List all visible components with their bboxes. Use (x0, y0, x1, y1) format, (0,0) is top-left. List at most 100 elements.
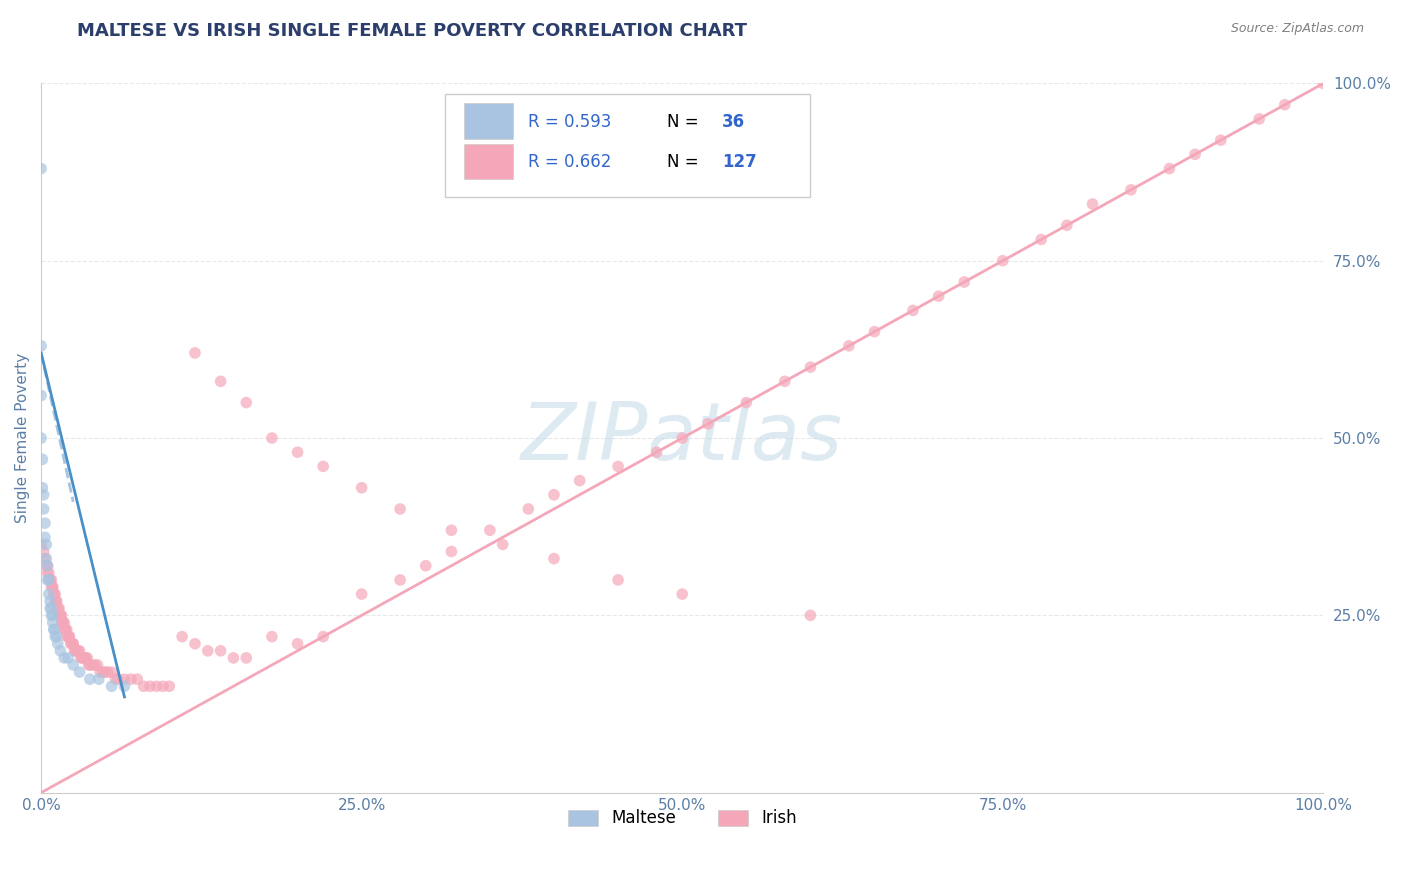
Point (91, 665, 114, 679)
Point (1249, 112, 1271, 126)
FancyBboxPatch shape (464, 144, 513, 179)
Point (312, 459, 335, 474)
Point (543, 488, 565, 502)
Point (671, 587, 693, 601)
Point (607, 459, 630, 474)
Point (60, 637, 83, 651)
Point (1209, 133, 1232, 147)
Point (44, 630, 66, 644)
Point (287, 445, 309, 459)
Point (79, 672, 101, 686)
Point (37, 558, 59, 573)
Point (87, 672, 110, 686)
Point (53, 615, 76, 630)
Point (63, 644, 86, 658)
Point (32, 488, 55, 502)
Point (67, 644, 90, 658)
Point (44, 587, 66, 601)
Point (184, 637, 207, 651)
Point (415, 558, 437, 573)
Point (235, 651, 257, 665)
Point (48, 608, 70, 623)
Point (59, 637, 82, 651)
Point (42, 623, 65, 637)
Point (49, 608, 72, 623)
Point (1184, 147, 1206, 161)
Point (37, 566, 59, 580)
Text: MALTESE VS IRISH SINGLE FEMALE POVERTY CORRELATION CHART: MALTESE VS IRISH SINGLE FEMALE POVERTY C… (77, 22, 748, 40)
Point (350, 587, 373, 601)
Point (30, 388, 52, 402)
Point (172, 630, 194, 644)
Point (139, 679, 162, 693)
Point (34, 516, 56, 530)
Point (32, 544, 55, 558)
Point (1119, 183, 1142, 197)
Point (799, 608, 821, 623)
Point (41, 580, 63, 594)
Point (55, 623, 77, 637)
Point (30, 161, 52, 176)
Point (45, 594, 67, 608)
Point (953, 275, 976, 289)
Point (52, 615, 75, 630)
Point (38, 587, 60, 601)
Point (53, 623, 76, 637)
Point (42, 587, 65, 601)
Text: ZIPatlas: ZIPatlas (522, 399, 844, 477)
Point (30, 431, 52, 445)
Text: Source: ZipAtlas.com: Source: ZipAtlas.com (1230, 22, 1364, 36)
Point (34, 530, 56, 544)
Point (197, 644, 219, 658)
Point (79, 658, 101, 673)
Point (114, 672, 136, 686)
Point (991, 253, 1014, 268)
Point (100, 679, 122, 693)
FancyBboxPatch shape (444, 94, 810, 197)
Point (41, 608, 63, 623)
Point (184, 346, 207, 360)
Point (735, 395, 758, 409)
Point (73, 651, 96, 665)
Point (69, 665, 91, 679)
Point (209, 644, 232, 658)
Point (84, 658, 107, 673)
Point (928, 289, 950, 303)
Point (58, 630, 80, 644)
Point (45, 630, 67, 644)
Point (72, 651, 94, 665)
Point (607, 573, 630, 587)
Point (114, 679, 136, 693)
Point (46, 601, 69, 615)
Point (39, 573, 62, 587)
Point (645, 445, 668, 459)
Point (55, 623, 77, 637)
Point (41, 615, 63, 630)
Point (543, 551, 565, 566)
Point (31, 481, 53, 495)
Point (44, 594, 66, 608)
Point (671, 431, 693, 445)
Point (37, 558, 59, 573)
Point (46, 601, 69, 615)
Point (86, 658, 108, 673)
Point (38, 573, 60, 587)
Point (48, 601, 70, 615)
Point (312, 630, 335, 644)
Point (838, 339, 860, 353)
Point (104, 672, 127, 686)
Point (65, 644, 87, 658)
Point (31, 452, 53, 467)
Point (30, 537, 52, 551)
Point (55, 630, 77, 644)
Point (70, 651, 93, 665)
Point (89, 665, 111, 679)
Point (49, 644, 72, 658)
Legend: Maltese, Irish: Maltese, Irish (561, 803, 803, 834)
Point (389, 502, 412, 516)
Point (42, 623, 65, 637)
Point (863, 325, 886, 339)
Point (696, 417, 718, 431)
Text: R = 0.662: R = 0.662 (529, 153, 612, 171)
Point (478, 523, 501, 537)
